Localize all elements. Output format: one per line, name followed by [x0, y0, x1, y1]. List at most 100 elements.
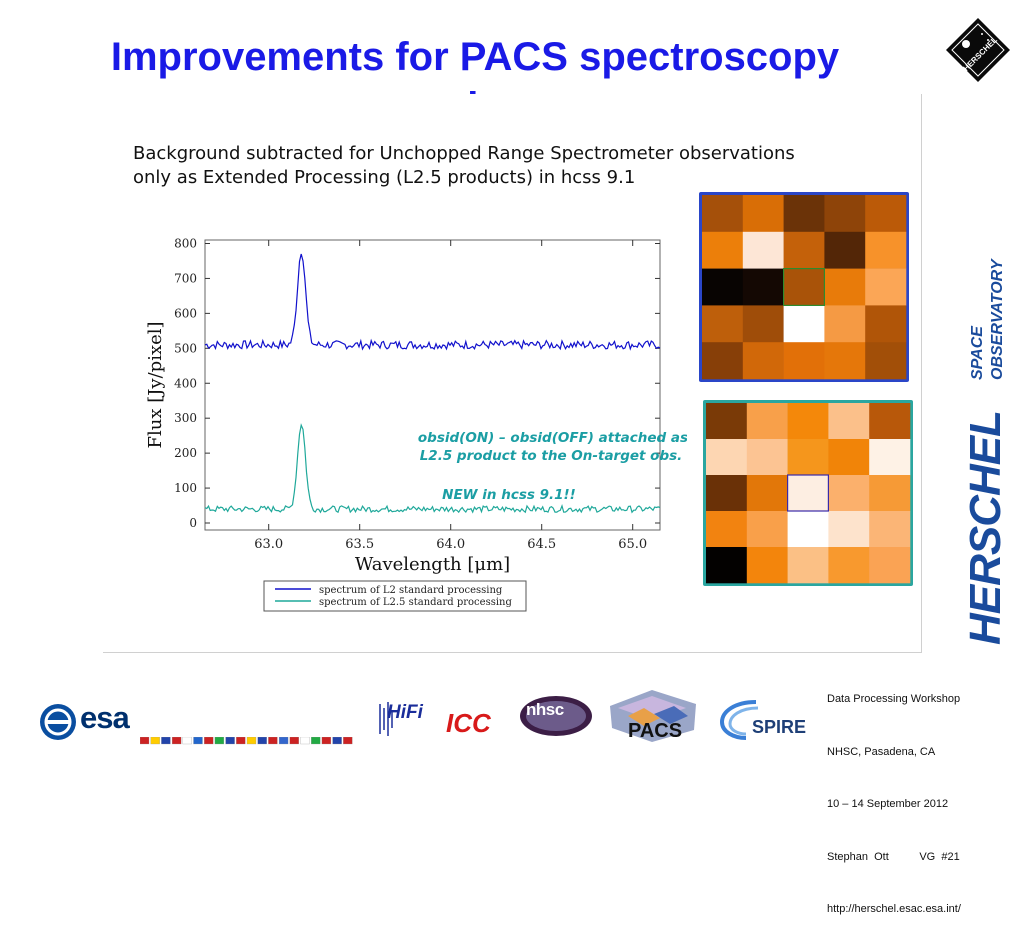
flag-icon	[311, 736, 321, 745]
grid-cell	[865, 342, 907, 380]
flag-icon	[193, 736, 203, 745]
grid-cell	[869, 475, 911, 512]
grid-cell	[824, 231, 866, 269]
flux-map-bottom	[703, 400, 913, 586]
grid-cell	[706, 547, 748, 584]
grid-cell	[865, 195, 907, 233]
grid-highlight	[782, 267, 825, 306]
x-tick-label: 64.5	[527, 537, 556, 552]
grid-cell	[702, 231, 744, 269]
x-tick-label: 64.0	[436, 537, 465, 552]
grid-cell	[865, 305, 907, 343]
y-tick-label: 600	[174, 306, 197, 320]
esa-member-flags	[139, 732, 354, 750]
grid-cell	[742, 195, 784, 233]
series-line-l2	[204, 253, 661, 351]
footer-url[interactable]: http://herschel.esac.esa.int/	[827, 903, 961, 915]
hifi-icc-logo-icon	[378, 698, 498, 745]
footer-info: Data Processing Workshop NHSC, Pasadena,…	[827, 656, 961, 936]
grid-cell	[787, 403, 829, 440]
grid-cell	[742, 305, 784, 343]
footer-location: NHSC, Pasadena, CA	[827, 745, 936, 758]
flag-icon	[214, 736, 225, 745]
annotation-line3: NEW in hcss 9.1!!	[442, 487, 576, 503]
grid-highlight	[786, 474, 829, 512]
chart-legend: spectrum of L2 standard processingspectr…	[263, 580, 527, 612]
flag-icon	[225, 736, 235, 745]
legend-box	[263, 580, 527, 612]
grid-cell	[702, 342, 744, 380]
grid-cell	[742, 231, 784, 269]
y-tick-label: 500	[174, 341, 197, 355]
flag-icon	[236, 736, 246, 745]
grid-cell	[828, 511, 870, 548]
esa-emblem-icon	[38, 702, 78, 747]
y-axis-label: Flux [Jy/pixel]	[145, 321, 166, 448]
grid-cell	[783, 195, 825, 233]
grid-cell	[787, 475, 829, 512]
grid-cell	[702, 305, 744, 343]
grid-cell	[824, 195, 866, 233]
flag-icon	[332, 736, 342, 745]
flag-icon	[300, 736, 310, 745]
grid-cell	[787, 547, 829, 584]
flag-icon	[321, 736, 332, 745]
esa-logo-text: esa	[80, 700, 130, 735]
flux-map-top-svg	[699, 192, 909, 382]
grid-cell	[869, 547, 911, 584]
grid-cell	[706, 511, 748, 548]
flag-icon	[343, 736, 353, 745]
legend-entry: spectrum of L2 standard processing	[319, 585, 503, 596]
flux-map-bottom-svg	[703, 400, 913, 586]
grid-cell	[746, 439, 788, 476]
grid-cell	[742, 268, 784, 306]
spectrum-plot-svg: 0 100 200 300 400 500 600 700 800 63.0 63.5 64.0 64.…	[145, 236, 688, 612]
grid-cell	[824, 305, 866, 343]
flux-map-top	[699, 192, 909, 382]
grid-cell	[746, 547, 788, 584]
grid-cell	[787, 511, 829, 548]
grid-cell	[783, 305, 825, 343]
grid-cell	[702, 268, 744, 306]
series-line-l25	[204, 423, 661, 514]
grid-cell	[869, 403, 911, 440]
panel-description: Background subtracted for Unchopped Rang…	[133, 142, 873, 190]
x-axis-label: Wavelength [μm]	[355, 554, 510, 575]
icc-logo-text: ICC	[446, 708, 491, 738]
grid-cell	[828, 475, 870, 512]
nhsc-logo-icon	[518, 694, 594, 743]
grid-cell	[783, 231, 825, 269]
flag-icon	[268, 736, 278, 745]
flag-icon	[139, 736, 150, 745]
spire-logo-icon	[716, 696, 764, 747]
herschel-mission-logo: HERSCHEL	[944, 16, 1012, 84]
flag-icon	[278, 736, 289, 745]
footer-dates: 10 – 14 September 2012	[827, 798, 949, 810]
grid-cell	[787, 439, 829, 476]
grid-cell	[865, 231, 907, 269]
y-tick-label: 800	[174, 236, 197, 250]
grid-cell	[824, 268, 866, 306]
grid-cell	[865, 268, 907, 306]
y-tick-label: 200	[174, 446, 197, 460]
pacs-logo-icon	[604, 686, 700, 749]
grid-cell	[706, 475, 748, 512]
grid-cell	[742, 342, 784, 380]
pacs-logo-text: PACS	[628, 720, 683, 742]
grid-cell	[869, 511, 911, 548]
grid-cell	[828, 439, 870, 476]
hifi-logo-text: HiFi	[387, 702, 423, 723]
flag-icon	[204, 736, 214, 745]
flag-icon	[246, 736, 257, 745]
y-tick-label: 700	[174, 271, 197, 285]
x-tick-label: 63.5	[345, 537, 374, 552]
nhsc-logo-text: nhsc	[526, 700, 564, 719]
grid-cell	[702, 195, 744, 233]
grid-cell	[746, 475, 788, 512]
slide-title-line1: Improvements for PACS spectroscopy	[110, 35, 840, 79]
y-tick-label: 400	[174, 376, 197, 390]
grid-cell	[783, 342, 825, 380]
y-tick-label: 300	[174, 411, 197, 425]
spectrum-plot: 0 100 200 300 400 500 600 700 800 63.0 63.5 64.0 64.…	[115, 236, 688, 616]
y-tick-label: 100	[174, 481, 197, 495]
